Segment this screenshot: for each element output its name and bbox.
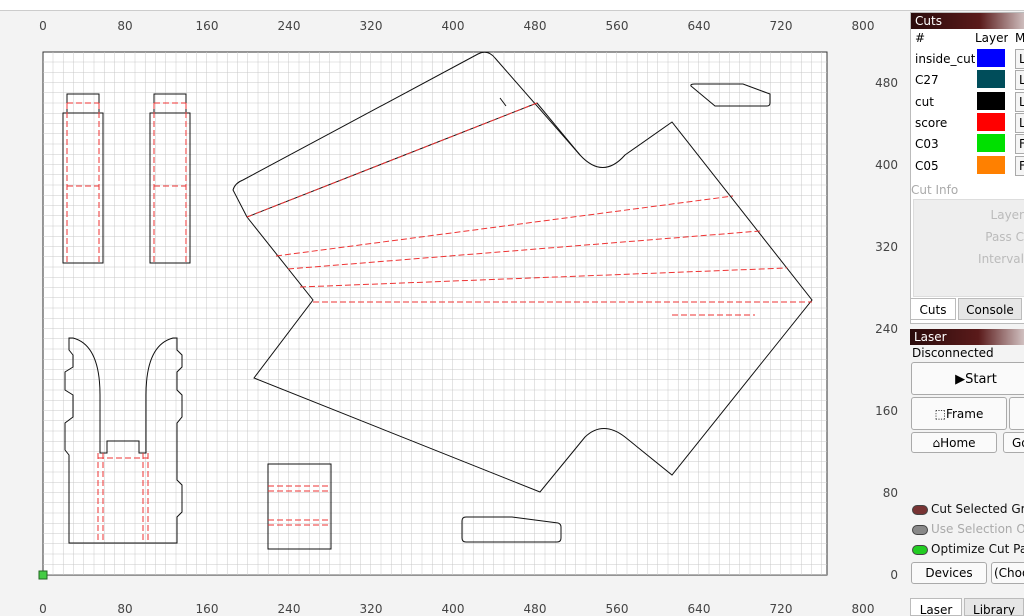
info-field: Layer — [990, 208, 1024, 222]
options: Cut Selected Gra Use Selection Or Optimize… — [910, 500, 1024, 560]
cut-info-box: Layer Pass C Interval — [913, 199, 1024, 297]
icon: ⌂ — [932, 436, 941, 450]
mode-button[interactable]: F — [1015, 134, 1024, 155]
bottom-tabs: Laser Library — [910, 598, 1024, 616]
port-select[interactable]: (Choo — [991, 562, 1024, 584]
mode-button[interactable]: L — [1015, 49, 1024, 69]
toggle[interactable] — [912, 525, 928, 535]
go-button[interactable]: Go — [1003, 432, 1024, 453]
ruler-label: 400 — [442, 19, 465, 33]
ruler-label: 560 — [606, 602, 629, 616]
start-button[interactable]: ▶Start — [911, 362, 1024, 395]
option-label: Cut Selected Gra — [931, 502, 1024, 516]
ruler-label: 160 — [196, 602, 219, 616]
option-label: Optimize Cut Pat — [931, 542, 1024, 556]
layer-name: inside_cut — [915, 52, 976, 66]
origin-marker — [38, 570, 48, 580]
ruler-label: 240 — [875, 322, 898, 336]
column-header: M — [1015, 31, 1024, 45]
layer-name: score — [915, 115, 948, 130]
frame-button[interactable]: ⬚Frame — [911, 397, 1007, 430]
layer-name: C05 — [915, 158, 939, 173]
button[interactable] — [1009, 397, 1024, 430]
ruler-label: 480 — [524, 19, 547, 33]
layer-name: cut — [915, 94, 934, 109]
home-button[interactable]: ⌂Home — [911, 432, 997, 453]
tab[interactable]: Laser — [910, 598, 962, 616]
toggle[interactable] — [912, 505, 928, 515]
ruler-label: 320 — [360, 19, 383, 33]
ruler-label: 0 — [39, 19, 47, 33]
cut-info-title: Cut Info — [911, 183, 959, 197]
ruler-label: 320 — [360, 602, 383, 616]
ruler-label: 320 — [875, 240, 898, 254]
panel-title: Cuts — [911, 13, 1024, 29]
layer-color — [977, 70, 1005, 89]
mode-button[interactable]: L — [1015, 70, 1024, 91]
ruler-label: 560 — [606, 19, 629, 33]
ruler-label: 0 — [890, 568, 898, 582]
ruler-label: 400 — [442, 602, 465, 616]
ruler-label: 240 — [278, 602, 301, 616]
info-field: Interval — [978, 252, 1024, 266]
ruler-label: 400 — [875, 158, 898, 172]
ruler-label: 160 — [196, 19, 219, 33]
column-header: # — [915, 31, 926, 45]
ruler-label: 800 — [852, 602, 875, 616]
layer-name: C03 — [915, 137, 939, 152]
layer-color — [977, 112, 1005, 131]
status: Disconnected — [912, 346, 994, 360]
info-field: Pass C — [985, 230, 1024, 244]
option-label: Use Selection Or — [931, 522, 1024, 536]
toolbar-edge — [0, 0, 1024, 11]
mode-button[interactable]: F — [1015, 155, 1024, 176]
ruler-label: 480 — [524, 602, 547, 616]
ruler-label: 640 — [688, 602, 711, 616]
devices-button[interactable]: Devices — [911, 562, 987, 584]
tab[interactable]: Console — [958, 298, 1022, 320]
ruler-label: 240 — [278, 19, 301, 33]
ruler-label: 640 — [688, 19, 711, 33]
cuts-panel: Cuts # Layer Minside_cut L C27 Lcut Lscore L C03… — [910, 12, 1024, 324]
icon: ▶ — [955, 372, 966, 387]
icon: ⬚ — [934, 407, 946, 421]
layer-color — [977, 155, 1005, 174]
ruler-label: 720 — [770, 19, 793, 33]
layer-name: C27 — [915, 73, 939, 88]
layer-color — [977, 49, 1005, 67]
layer-color — [977, 91, 1005, 110]
toggle[interactable] — [912, 545, 928, 555]
tabs: Cuts Console — [910, 298, 1024, 320]
ruler-label: 80 — [883, 486, 898, 500]
panel-title: Laser — [910, 329, 1024, 345]
column-header: Layer — [975, 31, 1009, 45]
ruler-label: 160 — [875, 404, 898, 418]
tab[interactable]: Cuts — [910, 298, 956, 320]
label: Frame — [945, 407, 984, 421]
ruler-label: 800 — [852, 19, 875, 33]
grid — [43, 52, 827, 575]
ruler-label: 80 — [117, 602, 132, 616]
mode-button[interactable]: L — [1015, 112, 1024, 133]
mode-button[interactable]: L — [1015, 91, 1024, 112]
ruler-label: 80 — [117, 19, 132, 33]
label: Start — [965, 372, 997, 387]
ruler-label: 720 — [770, 602, 793, 616]
layer-color — [977, 134, 1005, 153]
ruler-label: 480 — [875, 76, 898, 90]
score-lines — [66, 102, 812, 543]
tab[interactable]: Library — [964, 598, 1024, 616]
laser-header: Laser — [910, 329, 1024, 345]
label: Home — [940, 436, 976, 450]
ruler-label: 0 — [39, 602, 47, 616]
